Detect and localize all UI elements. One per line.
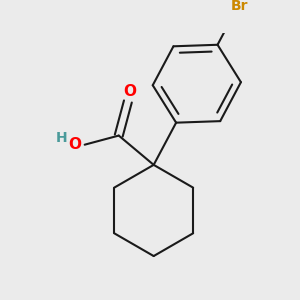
Text: O: O [68, 137, 81, 152]
Text: O: O [123, 84, 136, 99]
Text: H: H [56, 131, 68, 145]
Text: Br: Br [230, 0, 248, 14]
